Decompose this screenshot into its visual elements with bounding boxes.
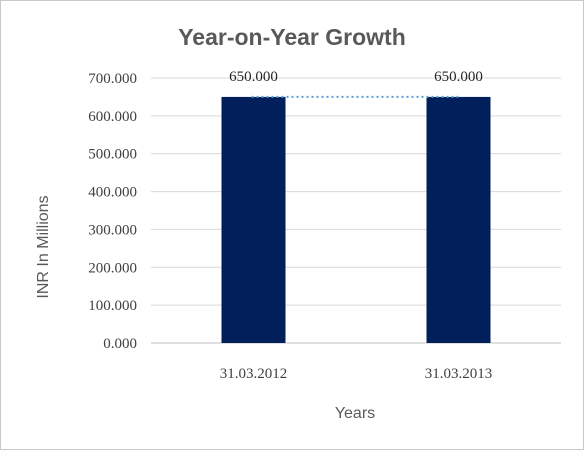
bar [221, 96, 286, 343]
y-tick-label: 700.000 [88, 71, 137, 87]
y-tick-label: 600.000 [88, 109, 137, 125]
y-tick-labels: 0.000 100.000 200.000 300.000 400.000 500.000… [88, 71, 137, 352]
data-labels: 650.000 650.000 [229, 69, 483, 85]
x-tick-labels: 31.03.2012 31.03.2013 [220, 366, 493, 382]
x-axis-title: Years [335, 405, 375, 422]
bars [221, 96, 491, 343]
y-tick-label: 400.000 [88, 185, 137, 201]
x-tick-label: 31.03.2012 [220, 366, 288, 382]
gridlines [151, 77, 561, 344]
y-tick-label: 300.000 [88, 222, 137, 238]
y-tick-label: 0.000 [103, 336, 137, 352]
y-axis-title: INR In Millions [35, 195, 52, 298]
bar-data-label: 650.000 [229, 69, 278, 85]
y-tick-label: 100.000 [88, 298, 137, 314]
bar-data-label: 650.000 [434, 69, 483, 85]
chart-title: Year-on-Year Growth [178, 24, 406, 50]
bar [426, 96, 491, 343]
y-tick-label: 200.000 [88, 260, 137, 276]
y-tick-label: 500.000 [88, 147, 137, 163]
x-tick-label: 31.03.2013 [425, 366, 493, 382]
